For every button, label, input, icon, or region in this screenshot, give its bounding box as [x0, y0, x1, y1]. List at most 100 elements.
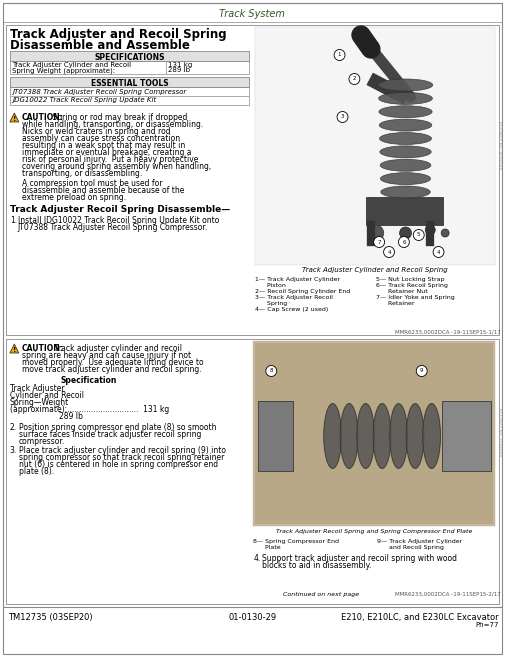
- Text: and Recoil Spring: and Recoil Spring: [377, 545, 443, 550]
- Text: Track Adjuster Recoil Spring and Spring Compressor End Plate: Track Adjuster Recoil Spring and Spring …: [275, 529, 471, 534]
- Circle shape: [425, 225, 434, 235]
- Text: Track Adjuster and Recoil Spring: Track Adjuster and Recoil Spring: [10, 28, 226, 41]
- Text: resulting in a weak spot that may result in: resulting in a weak spot that may result…: [22, 141, 185, 150]
- Text: 3— Track Adjuster Recoil: 3— Track Adjuster Recoil: [255, 295, 332, 300]
- Ellipse shape: [340, 403, 357, 468]
- Text: surface faces inside track adjuster recoil spring: surface faces inside track adjuster reco…: [19, 430, 201, 439]
- Text: Plate: Plate: [253, 545, 280, 550]
- FancyBboxPatch shape: [10, 51, 249, 61]
- Ellipse shape: [379, 119, 431, 131]
- Circle shape: [440, 229, 448, 237]
- Text: Support track adjuster and recoil spring with wood: Support track adjuster and recoil spring…: [262, 554, 457, 563]
- Text: !: !: [13, 347, 16, 353]
- Text: 289 lb: 289 lb: [168, 68, 190, 74]
- Text: 2.: 2.: [10, 423, 17, 432]
- Circle shape: [373, 237, 384, 248]
- Circle shape: [336, 112, 347, 122]
- Text: plate (8).: plate (8).: [19, 467, 54, 476]
- Circle shape: [367, 225, 383, 241]
- Text: Track Adjuster: Track Adjuster: [10, 384, 65, 393]
- Ellipse shape: [389, 403, 407, 468]
- Ellipse shape: [373, 403, 390, 468]
- Text: Retainer: Retainer: [376, 301, 414, 306]
- Text: 6— Track Recoil Spring: 6— Track Recoil Spring: [376, 283, 447, 288]
- Text: 131 kg: 131 kg: [168, 62, 192, 68]
- Text: 01-0130-29: 01-0130-29: [228, 613, 276, 622]
- Text: spring are heavy and can cause injury if not: spring are heavy and can cause injury if…: [22, 351, 190, 360]
- Text: 9: 9: [419, 369, 422, 373]
- Text: disassemble and assemble because of the: disassemble and assemble because of the: [22, 186, 184, 195]
- FancyBboxPatch shape: [6, 25, 498, 335]
- Text: Spring Weight (approximate):: Spring Weight (approximate):: [12, 68, 115, 74]
- Text: JDG10022 Track Recoil Spring Update Kit: JDG10022 Track Recoil Spring Update Kit: [12, 97, 156, 103]
- Ellipse shape: [323, 403, 341, 468]
- Text: !: !: [13, 116, 16, 122]
- Text: CAUTION:: CAUTION:: [22, 344, 64, 353]
- FancyBboxPatch shape: [253, 341, 494, 526]
- Text: Spring—Weight: Spring—Weight: [10, 398, 69, 407]
- Circle shape: [432, 246, 443, 258]
- Text: immediate or eventual breakage, creating a: immediate or eventual breakage, creating…: [22, 148, 191, 157]
- Text: 7: 7: [377, 240, 380, 244]
- Text: 5: 5: [416, 233, 420, 237]
- Text: 8— Spring Compressor End: 8— Spring Compressor End: [253, 539, 339, 544]
- Ellipse shape: [379, 146, 430, 158]
- Text: T1618009 -UN-22NOV14: T1618009 -UN-22NOV14: [499, 408, 503, 458]
- Text: JT07388 Track Adjuster Recoil Spring Compressor.: JT07388 Track Adjuster Recoil Spring Com…: [18, 223, 208, 232]
- Text: 6: 6: [402, 240, 405, 244]
- Text: compressor.: compressor.: [19, 437, 65, 446]
- Text: nut (6) is centered in hole in spring compressor end: nut (6) is centered in hole in spring co…: [19, 460, 217, 469]
- Text: CAUTION:: CAUTION:: [22, 113, 64, 122]
- Text: ESSENTIAL TOOLS: ESSENTIAL TOOLS: [91, 78, 168, 87]
- Circle shape: [383, 246, 394, 258]
- Circle shape: [399, 227, 411, 239]
- Text: Position spring compressor end plate (8) so smooth: Position spring compressor end plate (8)…: [19, 423, 216, 432]
- Text: 289 lb: 289 lb: [59, 412, 83, 421]
- Text: Track Adjuster Recoil Spring Disassemble—: Track Adjuster Recoil Spring Disassemble…: [10, 205, 230, 214]
- Text: 4.: 4.: [253, 554, 260, 563]
- Text: MMR6233,0002DCA -19-11SEP15-2/17: MMR6233,0002DCA -19-11SEP15-2/17: [394, 592, 500, 597]
- Text: 3.: 3.: [10, 446, 17, 455]
- Text: extreme preload on spring.: extreme preload on spring.: [22, 193, 126, 202]
- Text: 2— Recoil Spring Cylinder End: 2— Recoil Spring Cylinder End: [255, 289, 350, 294]
- Text: Track adjuster cylinder and recoil: Track adjuster cylinder and recoil: [52, 344, 182, 353]
- Text: Specification: Specification: [61, 376, 117, 385]
- Text: covering around spring assembly when handling,: covering around spring assembly when han…: [22, 162, 211, 171]
- Ellipse shape: [378, 106, 431, 118]
- Text: E210, E210LC, and E230LC Excavator: E210, E210LC, and E230LC Excavator: [341, 613, 498, 622]
- Text: Piston: Piston: [255, 283, 286, 288]
- Text: spring compressor so that track recoil spring retainer: spring compressor so that track recoil s…: [19, 453, 224, 462]
- Circle shape: [398, 237, 409, 248]
- Text: blocks to aid in disassembly.: blocks to aid in disassembly.: [262, 561, 371, 570]
- Ellipse shape: [422, 403, 440, 468]
- Text: moved properly.  Use adequate lifting device to: moved properly. Use adequate lifting dev…: [22, 358, 203, 367]
- Ellipse shape: [378, 93, 432, 104]
- Text: T1618008 -UN-22NOV14: T1618008 -UN-22NOV14: [499, 121, 503, 171]
- Text: JT07388 Track Adjuster Recoil Spring Compressor: JT07388 Track Adjuster Recoil Spring Com…: [12, 89, 186, 95]
- Text: 4— Cap Screw (2 used): 4— Cap Screw (2 used): [255, 307, 328, 312]
- Text: move track adjuster cylinder and recoil spring.: move track adjuster cylinder and recoil …: [22, 365, 201, 374]
- Text: Cylinder and Recoil: Cylinder and Recoil: [10, 391, 84, 400]
- Ellipse shape: [379, 133, 431, 145]
- Ellipse shape: [379, 159, 430, 171]
- FancyBboxPatch shape: [255, 27, 494, 265]
- FancyBboxPatch shape: [10, 77, 249, 105]
- Text: SPECIFICATIONS: SPECIFICATIONS: [94, 53, 164, 62]
- Text: Ph=77: Ph=77: [474, 622, 498, 628]
- FancyBboxPatch shape: [365, 197, 442, 225]
- Text: Track System: Track System: [219, 9, 285, 19]
- Text: Track Adjuster Cylinder and Recoil: Track Adjuster Cylinder and Recoil: [12, 62, 131, 68]
- FancyBboxPatch shape: [258, 401, 293, 471]
- Text: Install JDG10022 Track Recoil Spring Update Kit onto: Install JDG10022 Track Recoil Spring Upd…: [18, 216, 219, 225]
- Text: 9— Track Adjuster Cylinder: 9— Track Adjuster Cylinder: [377, 539, 462, 544]
- Polygon shape: [10, 113, 19, 122]
- Ellipse shape: [356, 403, 374, 468]
- Text: 3: 3: [340, 114, 344, 120]
- Ellipse shape: [380, 173, 430, 185]
- Text: MMR6233,0002DCA -19-11SEP15-1/17: MMR6233,0002DCA -19-11SEP15-1/17: [394, 329, 500, 334]
- FancyBboxPatch shape: [10, 77, 249, 87]
- Text: Spring or rod may break if dropped: Spring or rod may break if dropped: [50, 113, 187, 122]
- Text: 1.: 1.: [10, 216, 17, 225]
- Text: 4: 4: [386, 250, 390, 254]
- Ellipse shape: [380, 186, 430, 198]
